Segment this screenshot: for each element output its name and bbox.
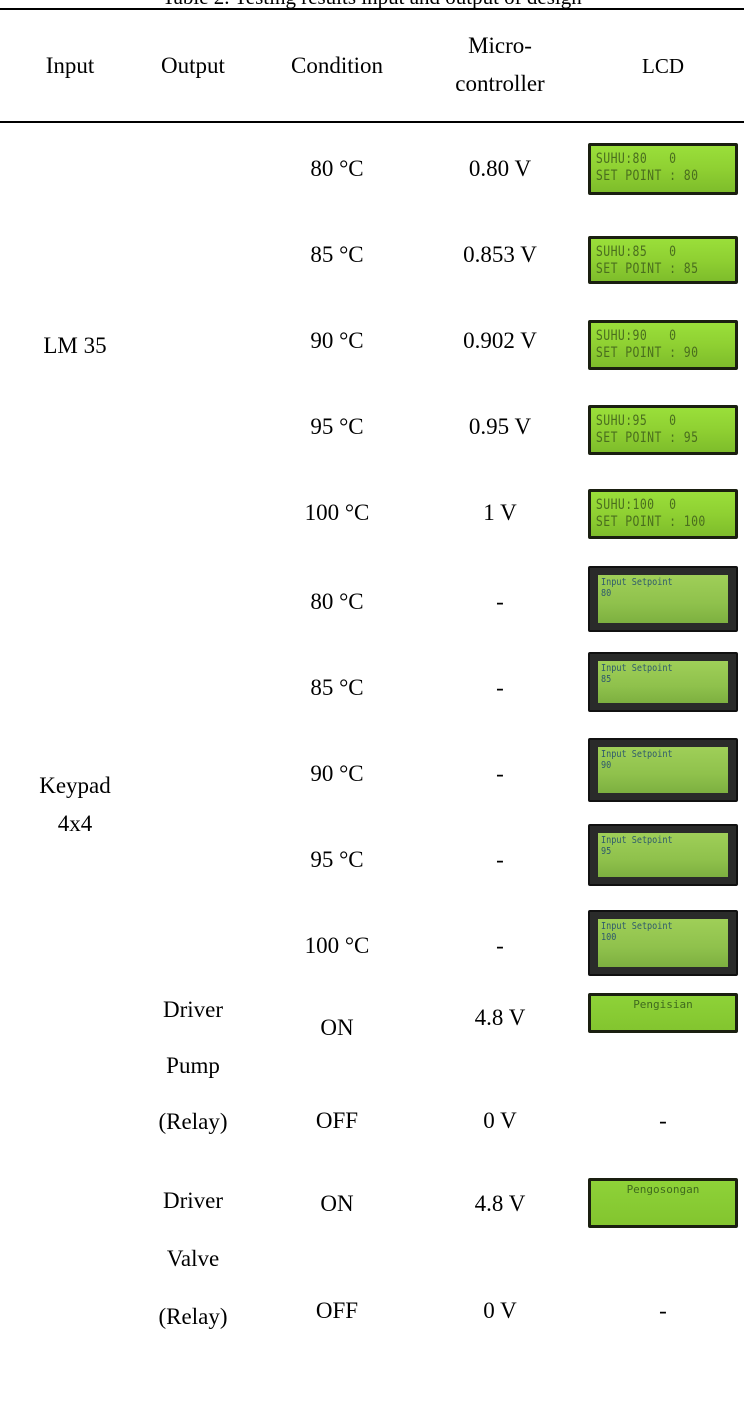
lcd-line-1: Pengisian — [633, 998, 693, 1011]
pump-on-condition: ON — [320, 1015, 354, 1040]
valve-on-micro: 4.8 V — [474, 1191, 526, 1216]
keypad-micro-1: - — [496, 589, 504, 614]
lm35-lcd-3: SUHU:90 0 SET POINT : 90 — [588, 320, 738, 370]
lcd-line-1: Input Setpoint — [601, 921, 673, 932]
lm35-lcd-4: SUHU:95 0 SET POINT : 95 — [588, 405, 738, 455]
pump-label-line3: (Relay) — [158, 1109, 228, 1134]
pump-label-line1: Driver — [162, 997, 224, 1022]
keypad-condition-3: 90 °C — [310, 761, 364, 786]
pump-on-lcd: Pengisian — [588, 993, 738, 1033]
lcd-line-2: SET POINT : 95 — [595, 430, 699, 446]
valve-on-condition: ON — [320, 1191, 354, 1216]
output-driver-pump: Driver Pump (Relay) — [130, 986, 256, 1146]
keypad-lcd-4: Input Setpoint 95 — [588, 824, 738, 886]
keypad-label-line1: Keypad — [39, 773, 111, 798]
pump-label-line2: Pump — [166, 1053, 220, 1078]
valve-label-line2: Valve — [166, 1246, 220, 1271]
lcd-line-2: SET POINT : 80 — [595, 168, 699, 184]
lcd-line-2: SET POINT : 100 — [595, 514, 706, 530]
lcd-screen: Input Setpoint 85 — [598, 661, 728, 703]
lm35-condition-3: 90 °C — [310, 328, 364, 353]
valve-label-line3: (Relay) — [158, 1304, 228, 1329]
valve-off-micro: 0 V — [483, 1298, 517, 1323]
lm35-condition-5: 100 °C — [304, 500, 370, 525]
header-lcd: LCD — [642, 54, 684, 78]
pump-on-micro: 4.8 V — [474, 1005, 526, 1030]
lcd-line-1: Input Setpoint — [601, 749, 673, 760]
pump-off-condition: OFF — [315, 1108, 359, 1133]
lcd-line-1: SUHU:95 0 — [595, 413, 677, 429]
table-caption: Table 2. Testing results input and outpu… — [0, 0, 744, 8]
lcd-line-1: SUHU:80 0 — [595, 151, 677, 167]
header-micro-line2: controller — [455, 71, 545, 96]
keypad-micro-2: - — [496, 675, 504, 700]
lcd-line-1: SUHU:90 0 — [595, 328, 677, 344]
input-lm35: LM 35 — [43, 333, 107, 358]
valve-off-condition: OFF — [315, 1298, 359, 1323]
keypad-lcd-2: Input Setpoint 85 — [588, 652, 738, 712]
lcd-line-2: SET POINT : 85 — [595, 261, 699, 277]
header-input: Input — [45, 53, 95, 78]
lm35-condition-1: 80 °C — [310, 156, 364, 181]
lcd-line-2: SET POINT : 90 — [595, 345, 699, 361]
lm35-condition-2: 85 °C — [310, 242, 364, 267]
keypad-lcd-1: Input Setpoint 80 — [588, 566, 738, 632]
lcd-line-1: Input Setpoint — [601, 577, 673, 588]
lm35-lcd-1: SUHU:80 0 SET POINT : 80 — [588, 143, 738, 195]
lm35-micro-2: 0.853 V — [463, 242, 537, 267]
lcd-line-1: Input Setpoint — [601, 835, 673, 846]
lm35-micro-1: 0.80 V — [468, 156, 532, 181]
lcd-line-1: SUHU:85 0 — [595, 244, 677, 260]
pump-off-lcd: - — [659, 1108, 667, 1133]
lm35-micro-4: 0.95 V — [468, 414, 532, 439]
valve-off-lcd: - — [659, 1298, 667, 1323]
keypad-lcd-5: Input Setpoint 100 — [588, 910, 738, 976]
valve-label-line1: Driver — [162, 1188, 224, 1213]
header-rule — [0, 121, 744, 123]
lcd-line-2: 95 — [601, 846, 612, 857]
lcd-line-2: 85 — [601, 674, 612, 685]
keypad-condition-5: 100 °C — [304, 933, 370, 958]
keypad-micro-5: - — [496, 933, 504, 958]
keypad-micro-4: - — [496, 847, 504, 872]
header-microcontroller: Micro- controller — [430, 10, 570, 120]
keypad-condition-1: 80 °C — [310, 589, 364, 614]
lcd-line-1: Pengosongan — [626, 1183, 700, 1196]
header-output: Output — [161, 53, 225, 78]
lcd-line-2: 90 — [601, 760, 612, 771]
lcd-line-2: 100 — [601, 932, 617, 943]
lcd-line-1: SUHU:100 0 — [595, 497, 677, 513]
lm35-condition-4: 95 °C — [310, 414, 364, 439]
lm35-micro-5: 1 V — [483, 500, 517, 525]
keypad-lcd-3: Input Setpoint 90 — [588, 738, 738, 802]
keypad-condition-2: 85 °C — [310, 675, 364, 700]
top-rule — [0, 8, 744, 10]
keypad-micro-3: - — [496, 761, 504, 786]
lcd-screen: Input Setpoint 100 — [598, 919, 728, 967]
pump-off-micro: 0 V — [483, 1108, 517, 1133]
lcd-screen: Input Setpoint 90 — [598, 747, 728, 793]
lcd-screen: Input Setpoint 80 — [598, 575, 728, 623]
output-driver-valve: Driver Valve (Relay) — [130, 1176, 256, 1342]
lm35-lcd-5: SUHU:100 0 SET POINT : 100 — [588, 489, 738, 539]
input-keypad: Keypad 4x4 — [10, 750, 140, 860]
header-micro-line1: Micro- — [468, 33, 532, 58]
valve-on-lcd: Pengosongan — [588, 1178, 738, 1228]
keypad-condition-4: 95 °C — [310, 847, 364, 872]
header-condition: Condition — [290, 53, 383, 78]
keypad-label-line2: 4x4 — [57, 811, 93, 836]
lcd-screen: Input Setpoint 95 — [598, 833, 728, 877]
lm35-micro-3: 0.902 V — [463, 328, 537, 353]
lcd-line-1: Input Setpoint — [601, 663, 673, 674]
lcd-line-2: 80 — [601, 588, 612, 599]
lm35-lcd-2: SUHU:85 0 SET POINT : 85 — [588, 236, 738, 284]
